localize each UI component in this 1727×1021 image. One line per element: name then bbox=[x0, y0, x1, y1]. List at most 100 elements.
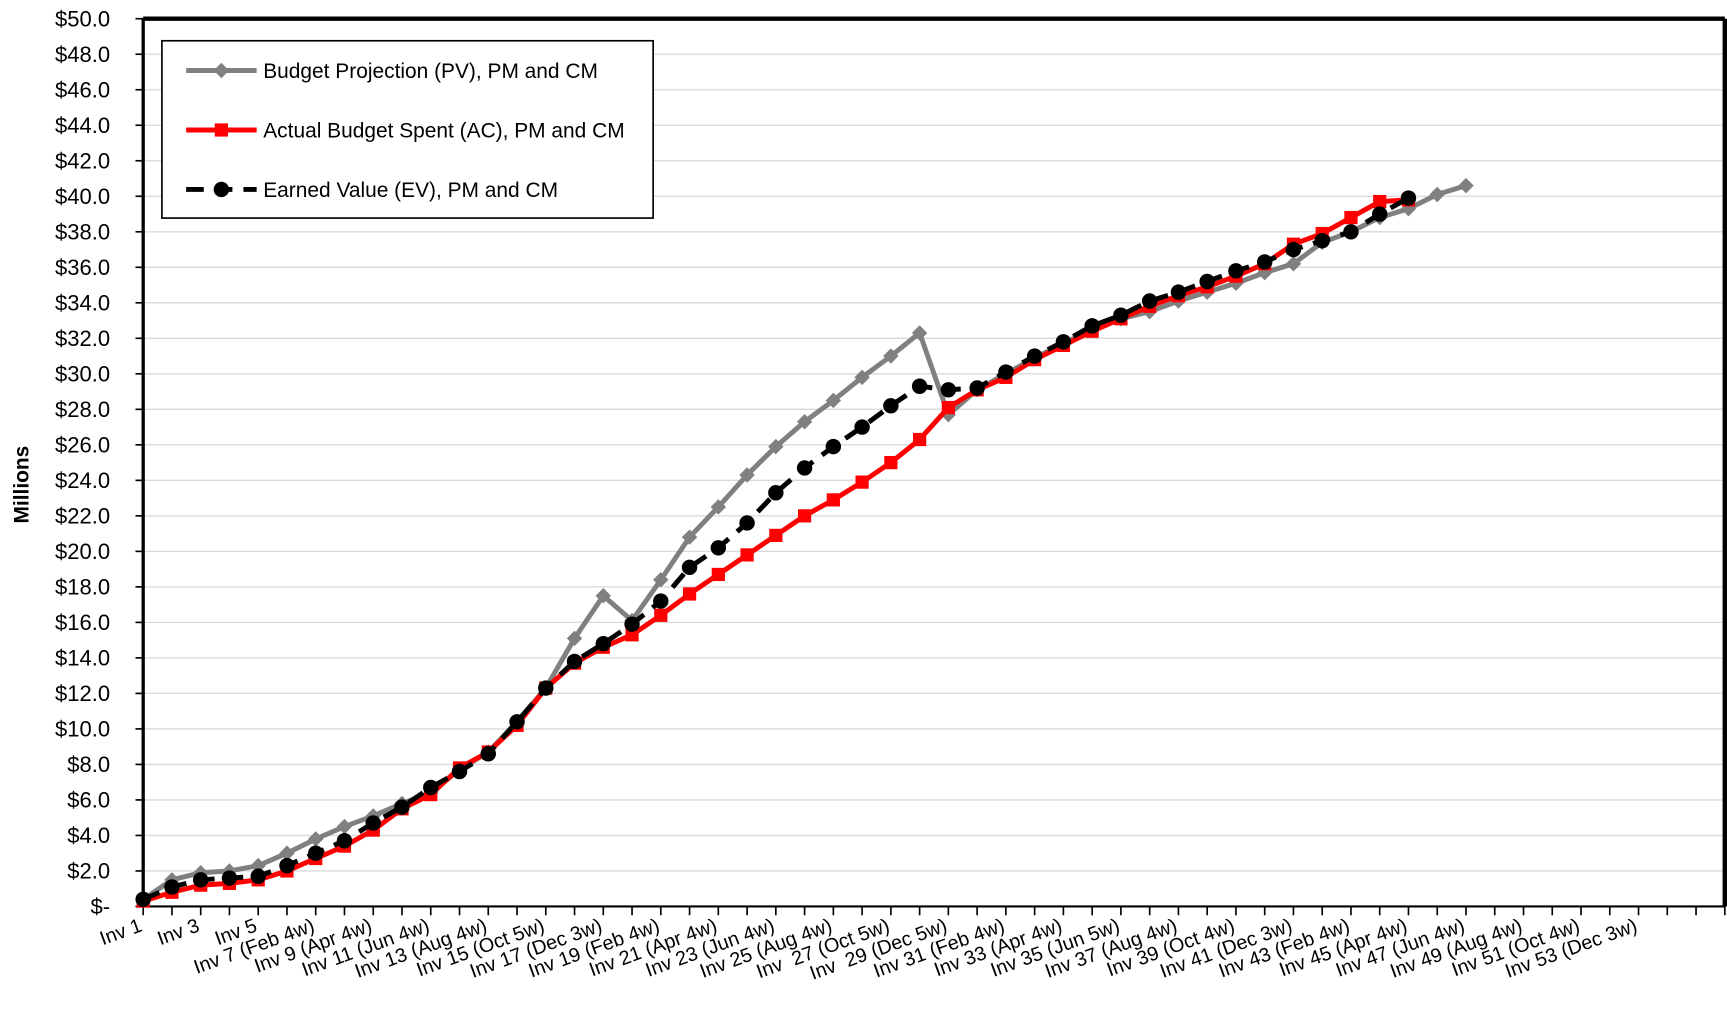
x-tick-label: Inv 1 bbox=[97, 915, 145, 950]
marker bbox=[480, 746, 496, 762]
y-tick-label: $36.0 bbox=[55, 255, 110, 280]
y-tick-label: $38.0 bbox=[55, 219, 110, 244]
marker bbox=[998, 364, 1014, 380]
marker bbox=[451, 763, 468, 780]
y-tick-label: $10.0 bbox=[55, 717, 110, 742]
y-tick-label: $28.0 bbox=[55, 397, 110, 422]
marker bbox=[221, 870, 238, 886]
marker bbox=[1026, 348, 1043, 364]
marker bbox=[1373, 194, 1387, 209]
marker bbox=[365, 815, 381, 831]
y-axis-title: Millions bbox=[11, 446, 34, 524]
marker bbox=[509, 714, 525, 730]
marker bbox=[1141, 293, 1158, 309]
marker bbox=[855, 475, 869, 489]
marker bbox=[681, 529, 698, 545]
marker bbox=[192, 872, 209, 888]
y-tick-label: $6.0 bbox=[67, 788, 110, 813]
legend: Budget Projection (PV), PM and CM Actual … bbox=[161, 39, 654, 219]
marker bbox=[854, 369, 870, 386]
marker bbox=[566, 653, 583, 670]
y-tick-label: $- bbox=[91, 894, 111, 919]
y-tick-label: $34.0 bbox=[55, 291, 110, 316]
marker bbox=[796, 414, 813, 430]
y-tick-label: $2.0 bbox=[67, 859, 110, 884]
y-tick-label: $42.0 bbox=[55, 148, 110, 173]
y-tick-label: $14.0 bbox=[55, 646, 110, 671]
marker bbox=[250, 868, 266, 884]
series-line bbox=[142, 197, 1409, 904]
marker bbox=[884, 455, 898, 470]
marker bbox=[941, 400, 955, 415]
marker bbox=[796, 460, 813, 476]
y-tick-label: $4.0 bbox=[67, 823, 110, 848]
marker bbox=[214, 123, 228, 137]
plot bbox=[135, 177, 1474, 908]
marker bbox=[1285, 241, 1302, 258]
y-tick-label: $24.0 bbox=[55, 468, 110, 493]
marker bbox=[913, 432, 927, 447]
marker bbox=[710, 499, 727, 515]
series-line bbox=[141, 183, 1467, 902]
legend-label: Actual Budget Spent (AC), PM and CM bbox=[263, 120, 624, 143]
marker bbox=[1314, 232, 1330, 249]
marker bbox=[595, 588, 611, 604]
marker bbox=[1228, 275, 1244, 291]
y-tick-label: $8.0 bbox=[67, 752, 110, 777]
marker bbox=[279, 857, 295, 874]
legend-label: Budget Projection (PV), PM and CM bbox=[263, 60, 598, 83]
marker bbox=[711, 567, 725, 582]
y-tick-label: $40.0 bbox=[55, 184, 110, 209]
marker bbox=[1372, 206, 1388, 222]
marker bbox=[883, 348, 899, 364]
marker bbox=[940, 382, 957, 398]
marker bbox=[394, 799, 410, 815]
y-tick-label: $22.0 bbox=[55, 504, 110, 529]
marker bbox=[538, 680, 554, 696]
marker bbox=[797, 509, 812, 523]
marker bbox=[1199, 273, 1215, 290]
marker bbox=[423, 779, 439, 796]
marker bbox=[336, 818, 353, 835]
marker bbox=[826, 493, 840, 507]
marker bbox=[911, 325, 928, 341]
y-tick-label: $44.0 bbox=[55, 113, 110, 138]
marker bbox=[595, 635, 611, 652]
marker bbox=[1400, 190, 1417, 206]
y-tick-label: $32.0 bbox=[55, 326, 110, 351]
y-tick-label: $30.0 bbox=[55, 362, 110, 387]
marker bbox=[1344, 210, 1358, 225]
marker bbox=[135, 891, 151, 908]
marker bbox=[308, 831, 324, 847]
y-tick-label: $46.0 bbox=[55, 77, 110, 102]
marker bbox=[768, 438, 784, 455]
y-tick-label: $12.0 bbox=[55, 681, 110, 706]
marker bbox=[769, 528, 783, 542]
marker bbox=[624, 616, 640, 632]
y-tick-label: $16.0 bbox=[55, 610, 110, 635]
marker bbox=[969, 380, 985, 396]
marker bbox=[739, 467, 755, 483]
marker bbox=[1285, 256, 1302, 272]
marker bbox=[336, 833, 353, 849]
marker bbox=[681, 559, 698, 576]
marker bbox=[710, 540, 727, 556]
marker bbox=[625, 628, 639, 642]
marker bbox=[653, 593, 669, 609]
y-tick-label: $26.0 bbox=[55, 433, 110, 458]
y-tick-label: $20.0 bbox=[55, 539, 110, 564]
x-tick-label: Inv 3 bbox=[155, 915, 203, 950]
marker bbox=[1113, 307, 1129, 323]
marker bbox=[164, 879, 180, 895]
marker bbox=[654, 608, 668, 622]
y-tick-label: $18.0 bbox=[55, 575, 110, 600]
y-tick-label: $50.0 bbox=[55, 6, 110, 31]
marker bbox=[1256, 254, 1273, 270]
marker bbox=[883, 398, 899, 414]
y-tick-label: $48.0 bbox=[55, 42, 110, 67]
marker bbox=[825, 392, 842, 409]
marker bbox=[213, 181, 230, 198]
marker bbox=[740, 548, 754, 562]
marker bbox=[1228, 263, 1244, 279]
